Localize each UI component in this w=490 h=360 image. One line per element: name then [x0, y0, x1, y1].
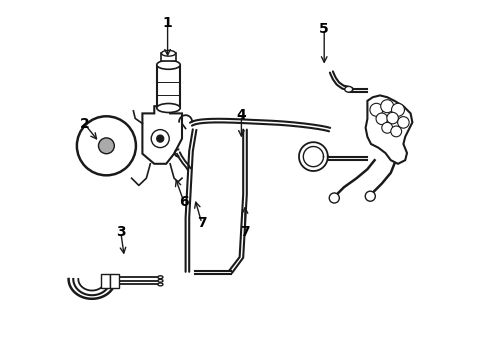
Text: 7: 7	[197, 216, 207, 230]
Text: 1: 1	[163, 17, 172, 30]
Circle shape	[365, 191, 375, 201]
Circle shape	[329, 193, 339, 203]
Circle shape	[382, 122, 392, 133]
Ellipse shape	[345, 86, 353, 92]
Circle shape	[391, 126, 402, 137]
Bar	[162, 53, 175, 61]
Circle shape	[398, 117, 409, 128]
Circle shape	[98, 138, 114, 154]
Polygon shape	[143, 106, 182, 164]
Bar	[110, 274, 119, 288]
Text: 4: 4	[237, 108, 246, 122]
Circle shape	[93, 132, 99, 138]
Text: 6: 6	[179, 195, 189, 208]
Ellipse shape	[157, 60, 180, 69]
Ellipse shape	[158, 283, 163, 286]
Text: 5: 5	[319, 22, 329, 36]
Ellipse shape	[162, 50, 175, 56]
Circle shape	[93, 153, 99, 160]
Circle shape	[114, 153, 121, 160]
Circle shape	[387, 112, 398, 124]
Circle shape	[370, 103, 383, 116]
Bar	[101, 274, 110, 288]
Circle shape	[376, 113, 388, 125]
Text: 2: 2	[80, 117, 90, 131]
Ellipse shape	[157, 104, 180, 112]
Polygon shape	[366, 95, 413, 164]
Text: 7: 7	[240, 225, 250, 239]
Circle shape	[381, 100, 393, 113]
Bar	[157, 65, 180, 108]
Ellipse shape	[158, 279, 163, 282]
Ellipse shape	[158, 276, 163, 279]
Circle shape	[392, 103, 404, 116]
Circle shape	[151, 130, 169, 148]
Circle shape	[114, 132, 121, 138]
Circle shape	[157, 135, 164, 142]
Circle shape	[77, 116, 136, 175]
Text: 3: 3	[116, 225, 125, 239]
